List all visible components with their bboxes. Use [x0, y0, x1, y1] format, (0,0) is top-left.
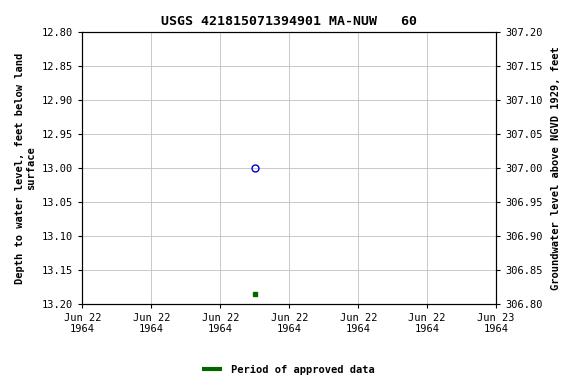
Legend: Period of approved data: Period of approved data — [198, 361, 378, 379]
Y-axis label: Groundwater level above NGVD 1929, feet: Groundwater level above NGVD 1929, feet — [551, 46, 561, 290]
Title: USGS 421815071394901 MA-NUW   60: USGS 421815071394901 MA-NUW 60 — [161, 15, 417, 28]
Y-axis label: Depth to water level, feet below land
surface: Depth to water level, feet below land su… — [15, 52, 37, 283]
